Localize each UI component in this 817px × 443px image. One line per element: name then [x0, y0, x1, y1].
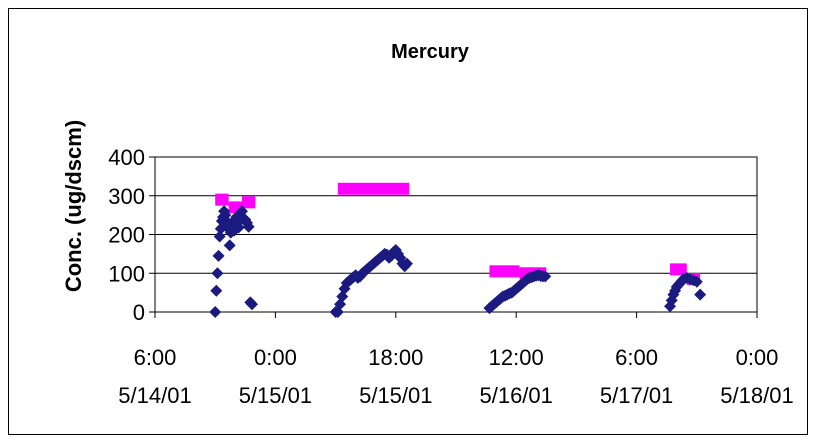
- data-point: [212, 249, 225, 262]
- x-tick-label-time: 0:00: [736, 345, 779, 370]
- data-point: [232, 221, 245, 234]
- reference-bar: [489, 265, 520, 278]
- y-tick-label: 300: [108, 184, 145, 209]
- x-tick-label-date: 5/14/01: [118, 383, 191, 408]
- x-tick-labels: 6:00 5/14/01 0:00 5/15/01 18:00 5/15/01 12:00 5…: [118, 345, 793, 408]
- data-point: [694, 288, 707, 301]
- x-tick-label-time: 6:00: [615, 345, 658, 370]
- y-tick-label: 0: [133, 300, 145, 325]
- measured-series: [209, 205, 707, 318]
- x-tick-label-time: 12:00: [489, 345, 544, 370]
- reference-bar: [670, 263, 687, 276]
- reference-bar: [337, 182, 410, 195]
- x-tick-label-date: 5/15/01: [359, 383, 432, 408]
- reference-series: [215, 182, 701, 286]
- x-tick-label-date: 5/15/01: [239, 383, 312, 408]
- data-point: [539, 270, 552, 283]
- data-point: [242, 220, 255, 233]
- x-tick-label-date: 5/16/01: [479, 383, 552, 408]
- x-tick-label-date: 5/17/01: [600, 383, 673, 408]
- y-tick-label: 400: [108, 145, 145, 170]
- x-tick-label-time: 0:00: [254, 345, 297, 370]
- data-point: [210, 284, 223, 297]
- chart-svg: Mercury Conc. (ug/dscm) 0 100 200 300 400 6:…: [61, 41, 794, 408]
- x-tick-label-time: 6:00: [134, 345, 177, 370]
- chart-area: Mercury Conc. (ug/dscm) 0 100 200 300 400 6:…: [8, 8, 808, 435]
- gridlines: [155, 156, 757, 313]
- data-point: [211, 267, 224, 280]
- data-point: [223, 239, 236, 252]
- data-point: [213, 230, 226, 243]
- data-point: [690, 275, 703, 288]
- reference-bar: [241, 196, 256, 209]
- y-tick-label: 100: [108, 261, 145, 286]
- x-tick-label-time: 18:00: [368, 345, 423, 370]
- data-point: [400, 257, 413, 270]
- y-axis-label: Conc. (ug/dscm): [61, 120, 86, 292]
- data-point: [245, 298, 258, 311]
- y-tick-labels: 0 100 200 300 400: [108, 145, 145, 325]
- axes: [149, 156, 758, 318]
- reference-bar: [215, 193, 229, 206]
- y-tick-label: 200: [108, 223, 145, 248]
- x-tick-label-date: 5/18/01: [720, 383, 793, 408]
- chart-title: Mercury: [391, 41, 470, 63]
- data-point: [209, 306, 222, 318]
